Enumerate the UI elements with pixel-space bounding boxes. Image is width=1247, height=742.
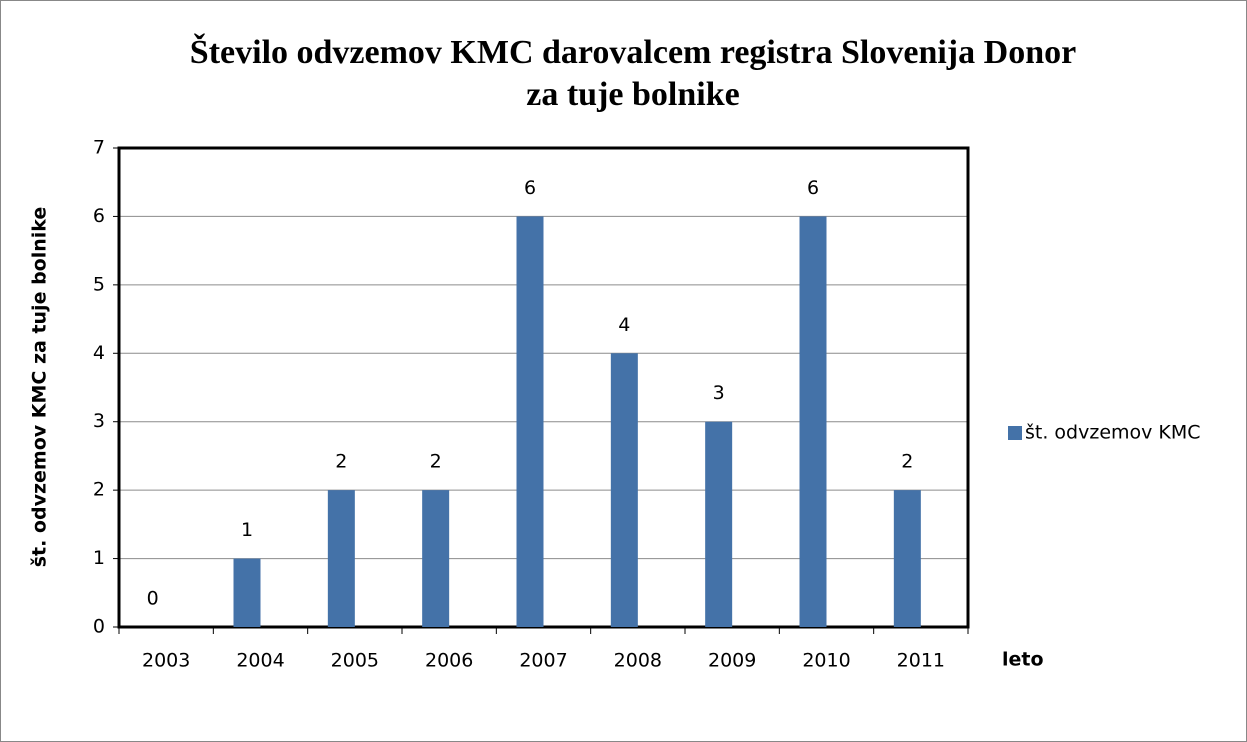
- bar: [327, 490, 355, 627]
- data-label: 3: [713, 382, 725, 404]
- x-tick-label: 2003: [142, 650, 190, 672]
- y-tick-label: 7: [93, 137, 105, 159]
- bar: [893, 490, 921, 627]
- data-label: 6: [807, 177, 819, 199]
- bar: [233, 558, 261, 627]
- legend-swatch: [1008, 426, 1022, 440]
- y-tick-label: 0: [93, 616, 105, 638]
- x-tick-label: 2008: [614, 650, 662, 672]
- chart-title: Število odvzemov KMC darovalcem registra…: [190, 33, 1076, 71]
- bar: [705, 421, 733, 627]
- bar: [799, 216, 827, 627]
- x-tick-label: 2007: [519, 650, 567, 672]
- x-tick-label: 2009: [708, 650, 756, 672]
- bar: [422, 490, 450, 627]
- data-label: 2: [901, 451, 913, 473]
- data-label: 1: [241, 519, 253, 541]
- y-tick-label: 6: [93, 205, 105, 227]
- x-tick-label: 2011: [897, 650, 945, 672]
- legend-label: št. odvzemov KMC: [1025, 422, 1201, 444]
- x-tick-label: 2010: [802, 650, 850, 672]
- x-tick-label: 2005: [331, 650, 379, 672]
- data-label: 2: [335, 451, 347, 473]
- y-axis-label: št. odvzemov KMC za tuje bolnike: [29, 207, 51, 568]
- data-label: 0: [147, 588, 159, 610]
- x-tick-label: 2004: [236, 650, 284, 672]
- bar: [610, 353, 638, 627]
- x-tick-label: 2006: [425, 650, 473, 672]
- data-label: 2: [430, 451, 442, 473]
- data-label: 4: [618, 314, 630, 336]
- bar: [516, 216, 544, 627]
- y-tick-label: 3: [93, 410, 105, 432]
- y-tick-label: 5: [93, 273, 105, 295]
- y-tick-label: 2: [93, 479, 105, 501]
- data-label: 6: [524, 177, 536, 199]
- y-tick-label: 1: [93, 547, 105, 569]
- chart-title: za tuje bolnike: [526, 76, 739, 113]
- y-tick-label: 4: [93, 342, 105, 364]
- x-axis-label: leto: [1002, 649, 1044, 671]
